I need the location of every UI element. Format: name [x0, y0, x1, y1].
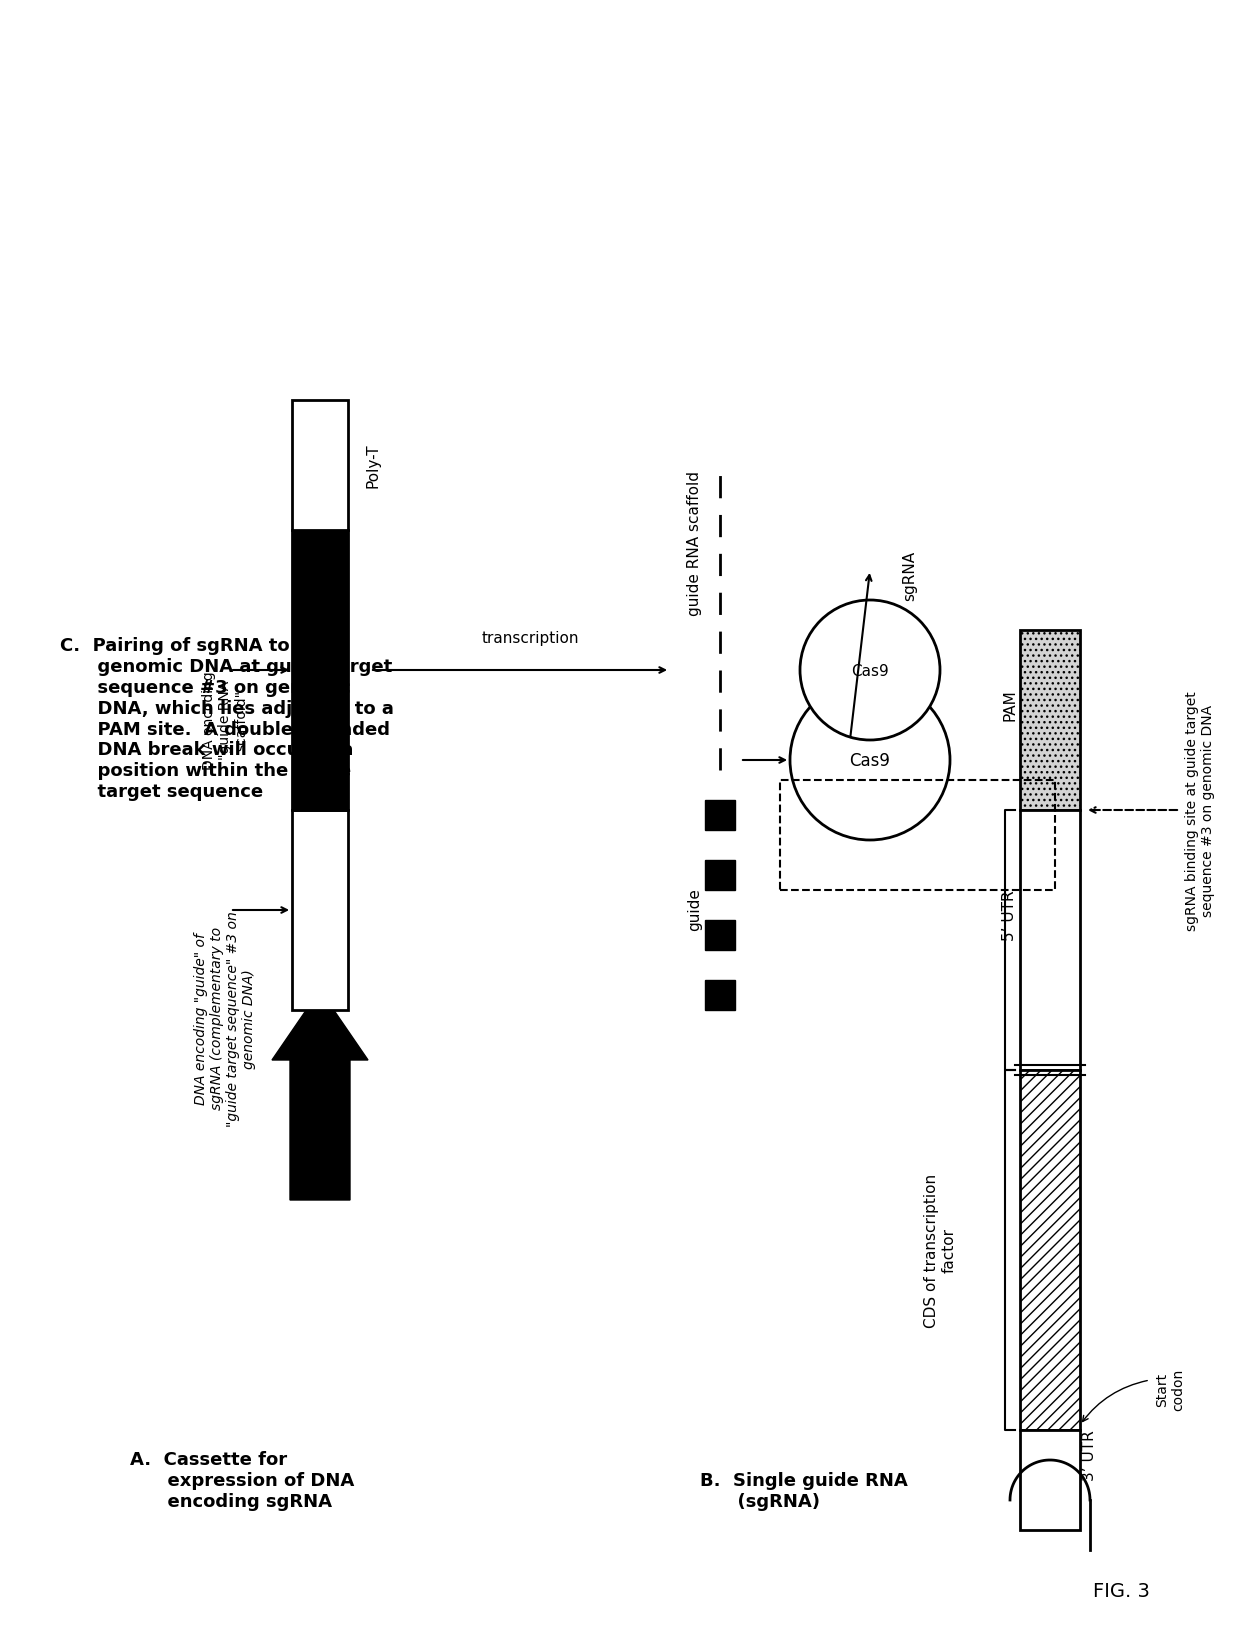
Text: sgRNA binding site at guide target
sequence #3 on genomic DNA: sgRNA binding site at guide target seque…: [1185, 691, 1215, 931]
Text: C.  Pairing of sgRNA to
      genomic DNA at guide target
      sequence #3 on g: C. Pairing of sgRNA to genomic DNA at gu…: [60, 637, 394, 800]
Bar: [706, 800, 735, 831]
Text: FIG. 3: FIG. 3: [1094, 1581, 1149, 1601]
Text: CDS of transcription
factor: CDS of transcription factor: [924, 1174, 956, 1327]
Bar: [780, 781, 1055, 890]
Text: Cas9: Cas9: [851, 663, 889, 678]
Text: Start
codon: Start codon: [1154, 1368, 1185, 1410]
Text: guide: guide: [687, 888, 703, 931]
Text: DNA encoding
"guide RNA
scaffold": DNA encoding "guide RNA scaffold": [202, 670, 248, 769]
Text: B.  Single guide RNA
      (sgRNA): B. Single guide RNA (sgRNA): [701, 1472, 908, 1509]
Text: sgRNA: sgRNA: [903, 551, 918, 600]
Text: PAM: PAM: [1002, 689, 1018, 720]
Text: transcription: transcription: [481, 631, 579, 645]
Bar: [1021, 1430, 1080, 1531]
Bar: [706, 921, 735, 950]
Bar: [1021, 1071, 1080, 1430]
Text: A.  Cassette for
      expression of DNA
      encoding sgRNA: A. Cassette for expression of DNA encodi…: [130, 1451, 355, 1509]
Bar: [291, 810, 348, 1011]
Text: Poly-T: Poly-T: [365, 443, 379, 487]
Text: DNA encoding "guide" of
sgRNA (complementary to
"guide target sequence" #3 on
ge: DNA encoding "guide" of sgRNA (complemen…: [193, 911, 257, 1126]
Text: 5’ UTR: 5’ UTR: [1002, 890, 1018, 941]
Text: Promoter: Promoter: [316, 1029, 334, 1105]
Text: guide RNA scaffold: guide RNA scaffold: [687, 471, 703, 616]
Bar: [706, 861, 735, 890]
Bar: [291, 531, 348, 810]
Text: Cas9: Cas9: [849, 751, 890, 769]
Bar: [291, 401, 348, 531]
Circle shape: [800, 600, 940, 740]
Circle shape: [790, 681, 950, 841]
Bar: [706, 980, 735, 1011]
Bar: [1021, 810, 1080, 1071]
Polygon shape: [272, 991, 368, 1200]
Text: 3’ UTR: 3’ UTR: [1083, 1430, 1097, 1480]
Bar: [1021, 631, 1080, 810]
